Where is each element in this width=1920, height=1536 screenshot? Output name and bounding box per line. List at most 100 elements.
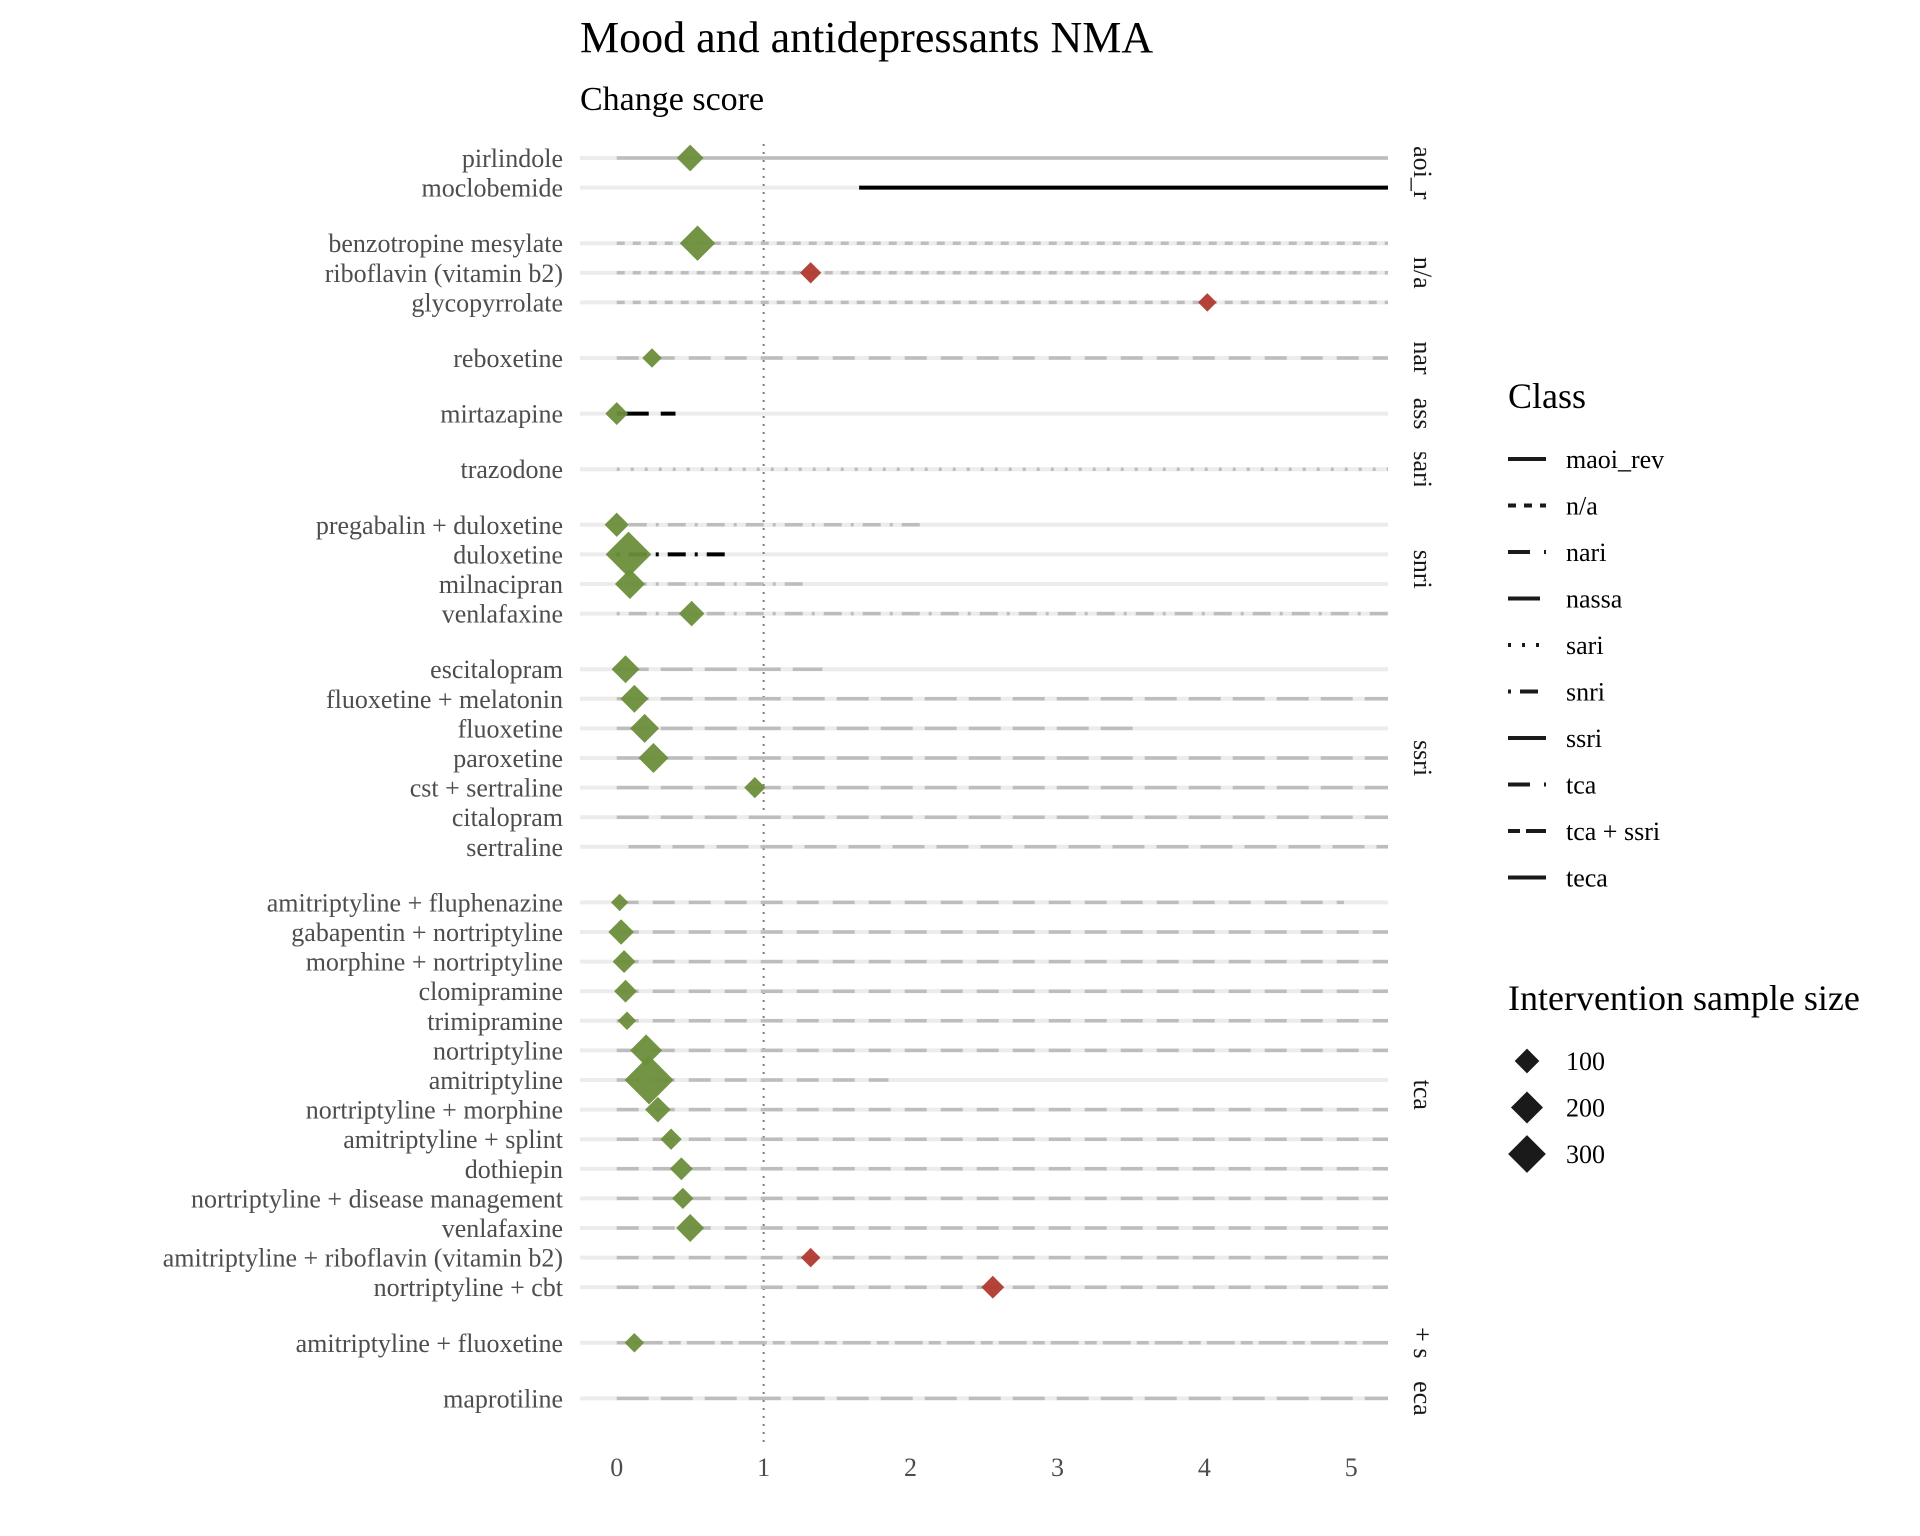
x-tick-label: 1 [757, 1453, 770, 1482]
point-estimate [604, 512, 629, 537]
point-estimate [614, 979, 637, 1003]
row-label: amitriptyline + fluoxetine [296, 1329, 563, 1358]
strip-label: eca [1408, 1381, 1437, 1416]
row-label: venlafaxine [442, 1214, 563, 1243]
row-label: trimipramine [427, 1007, 563, 1036]
facet-strip: nar [1408, 341, 1437, 375]
size-legend: Intervention sample size 100 200 300 [1508, 978, 1860, 1173]
x-tick-label: 0 [610, 1453, 623, 1482]
row-label: nortriptyline + disease management [191, 1184, 564, 1213]
row-label: pirlindole [462, 144, 563, 173]
facet-strip: tca [1408, 1080, 1437, 1111]
row-label: trazodone [460, 455, 563, 484]
point-estimate [638, 742, 669, 774]
row-label: nortriptyline + morphine [306, 1096, 563, 1125]
class-legend-label: nari [1566, 538, 1606, 567]
row-label: dothiepin [465, 1155, 563, 1184]
strip-label: aoi_r [1408, 146, 1437, 200]
strip-label: + s [1408, 1327, 1437, 1358]
row-label: benzotropine mesylate [328, 229, 563, 258]
row-label: glycopyrrolate [411, 288, 563, 317]
class-legend-label: n/a [1566, 492, 1598, 521]
point-estimate [981, 1275, 1005, 1299]
row-label: fluoxetine + melatonin [326, 685, 563, 714]
chart-subtitle: Change score [580, 81, 764, 118]
row-label: morphine + nortriptyline [306, 948, 563, 977]
point-estimate [624, 1055, 674, 1105]
size-legend-key [1510, 1091, 1544, 1124]
strip-label: nar [1408, 341, 1437, 375]
strip-label: tca [1408, 1080, 1437, 1111]
row-label: maprotiline [443, 1384, 563, 1413]
row-label: cst + sertraline [410, 774, 563, 803]
x-tick-label: 5 [1345, 1453, 1358, 1482]
point-estimate [676, 144, 704, 172]
class-legend-label: teca [1566, 864, 1608, 893]
point-estimate [612, 950, 636, 974]
class-legend-label: tca [1566, 771, 1597, 800]
facet-strip: snri [1408, 550, 1437, 589]
class-legend-label: tca + ssri [1566, 817, 1660, 846]
size-legend-title: Intervention sample size [1508, 978, 1860, 1018]
row-label: nortriptyline + cbt [374, 1273, 564, 1302]
class-legend-title: Class [1508, 376, 1586, 416]
point-estimate [672, 1187, 694, 1210]
row-label: escitalopram [430, 655, 563, 684]
class-legend-label: maoi_rev [1566, 445, 1664, 474]
x-tick-label: 4 [1198, 1453, 1211, 1482]
class-legend-label: nassa [1566, 585, 1623, 614]
row-label: citalopram [452, 803, 563, 832]
point-estimate [614, 568, 645, 600]
row-label: paroxetine [453, 744, 563, 773]
row-label: amitriptyline [429, 1066, 563, 1095]
point-estimate [605, 402, 629, 426]
row-label: duloxetine [453, 540, 563, 569]
class-legend-label: snri [1566, 678, 1605, 707]
size-legend-key [1508, 1135, 1546, 1173]
row-label: reboxetine [453, 344, 563, 373]
strip-label: ass [1408, 398, 1437, 430]
row-label: moclobemide [421, 174, 563, 203]
row-label: milnacipran [439, 570, 563, 599]
point-estimate [800, 1247, 821, 1268]
point-estimate [679, 225, 716, 261]
point-estimate [630, 713, 660, 743]
facet-strip: aoi_r [1408, 146, 1437, 200]
point-estimate [605, 531, 652, 578]
row-label: fluoxetine [458, 714, 563, 743]
point-estimate [611, 655, 640, 684]
point-estimate [608, 919, 634, 945]
facet-strip: sari [1408, 450, 1437, 488]
point-estimate [630, 1034, 663, 1067]
point-estimate [642, 348, 662, 368]
row-label: nortriptyline [433, 1036, 563, 1065]
facet-strip: ssri [1408, 740, 1437, 776]
strip-label: n/a [1408, 257, 1437, 289]
facet-strip: ass [1408, 398, 1437, 430]
point-estimate [610, 893, 629, 912]
row-label: sertraline [466, 833, 563, 862]
size-legend-label: 300 [1566, 1140, 1605, 1169]
point-estimate [645, 1096, 671, 1123]
point-estimate [800, 262, 822, 284]
point-estimate [624, 1333, 645, 1353]
point-estimate [620, 684, 649, 713]
strip-label: ssri [1408, 740, 1437, 776]
row-label: gabapentin + nortriptyline [291, 918, 563, 947]
point-estimate [1198, 293, 1217, 312]
row-label: amitriptyline + splint [343, 1125, 564, 1154]
row-label: clomipramine [419, 977, 563, 1006]
point-estimate [669, 1157, 693, 1181]
chart-title: Mood and antidepressants NMA [580, 13, 1153, 62]
facet-strip: + s [1408, 1327, 1437, 1358]
x-tick-label: 2 [904, 1453, 917, 1482]
row-label: venlafaxine [442, 600, 563, 629]
point-estimate [617, 1011, 637, 1031]
point-estimate [676, 1214, 705, 1242]
strip-label: sari [1408, 450, 1437, 488]
point-estimate [744, 776, 766, 799]
point-estimate [660, 1128, 682, 1150]
class-legend-label: sari [1566, 631, 1604, 660]
row-label: mirtazapine [440, 400, 563, 429]
